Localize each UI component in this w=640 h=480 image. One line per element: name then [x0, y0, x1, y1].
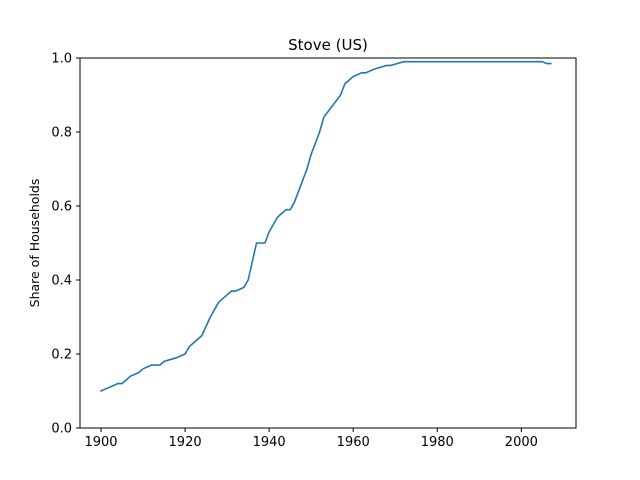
y-tick-label: 0.8 [51, 126, 72, 141]
x-tick-label: 2000 [505, 435, 538, 450]
x-axis-ticks: 1900 1920 1940 1960 1980 2000 [84, 428, 538, 450]
chart-title: Stove (US) [288, 36, 368, 54]
series-line [99, 60, 552, 393]
plot-frame [79, 57, 577, 429]
series-layer [99, 60, 552, 393]
y-tick-label: 0.0 [51, 422, 72, 437]
plot-area [80, 58, 576, 428]
x-tick-label: 1980 [421, 435, 454, 450]
y-tick-label: 0.2 [51, 348, 72, 363]
y-tick-label: 0.4 [51, 274, 72, 289]
y-axis-label: Share of Households [27, 179, 42, 308]
x-tick-label: 1920 [169, 435, 202, 450]
y-tick-label: 1.0 [51, 52, 72, 67]
x-tick-label: 1940 [253, 435, 286, 450]
y-axis-ticks: 0.0 0.2 0.4 0.6 0.8 1.0 [51, 52, 80, 437]
y-tick-label: 0.6 [51, 200, 72, 215]
x-tick-label: 1900 [84, 435, 117, 450]
x-tick-label: 1960 [337, 435, 370, 450]
